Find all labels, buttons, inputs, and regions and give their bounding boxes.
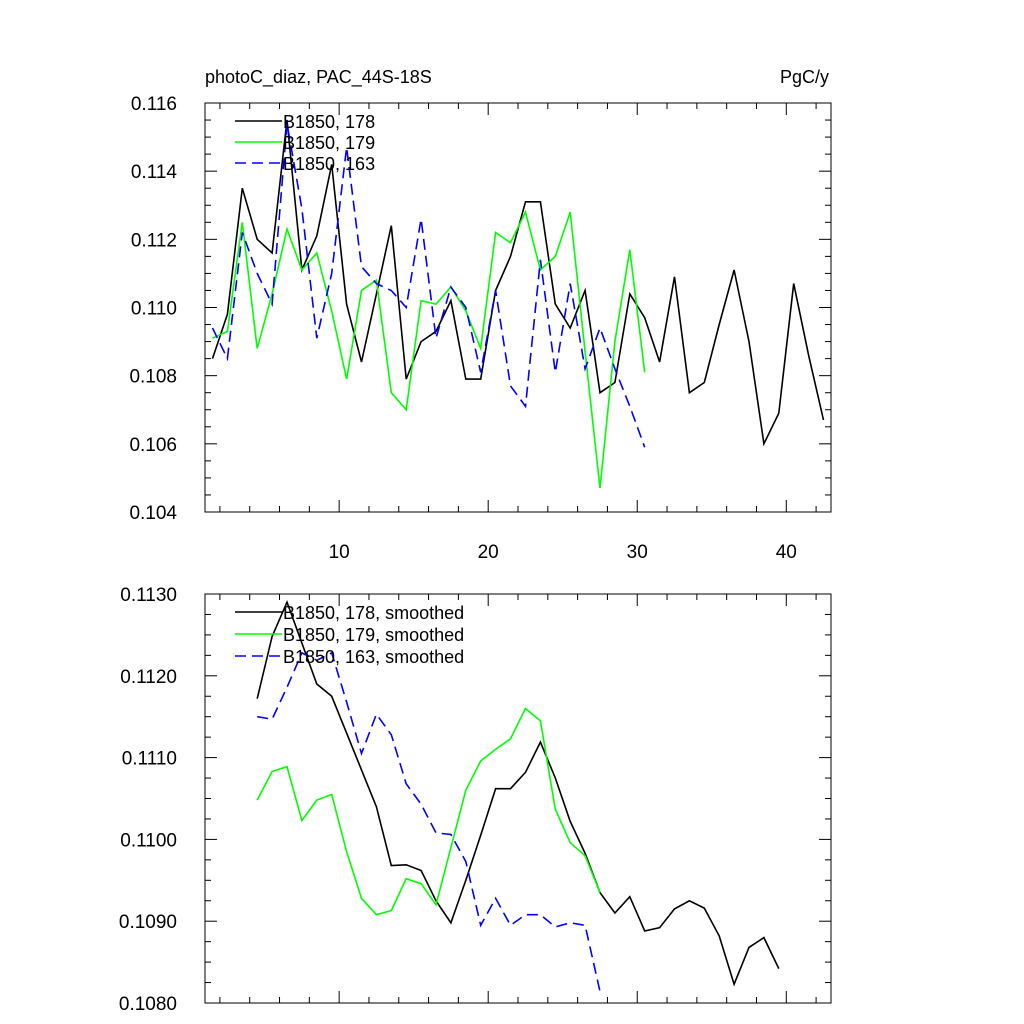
- x-tick-label: 20: [478, 542, 499, 563]
- series-line-2: [256, 707, 601, 916]
- y-tick-label: 0.108: [129, 367, 177, 388]
- y-tick-label: 0.112: [131, 230, 177, 251]
- series-line-2: [212, 209, 646, 489]
- y-tick-label: 0.1100: [120, 830, 177, 851]
- legend-label: B1850, 178: [283, 112, 375, 132]
- legend-label: B1850, 178, smoothed: [283, 603, 464, 623]
- series-line-3: [257, 651, 601, 992]
- x-tick-label: 30: [627, 542, 648, 563]
- y-tick-label: 0.1130: [120, 585, 177, 606]
- legend-label: B1850, 163, smoothed: [283, 647, 464, 667]
- series-line-1: [256, 600, 780, 987]
- chart-title: photoC_diaz, PAC_44S-18S: [205, 67, 432, 88]
- y-tick-label: 0.114: [131, 162, 178, 183]
- y-tick-label: 0.1110: [122, 749, 177, 770]
- y-tick-label: 0.116: [131, 94, 177, 115]
- y-tick-label: 0.1090: [119, 912, 177, 933]
- y-tick-label: 0.106: [129, 435, 177, 456]
- legend-label: B1850, 179: [283, 133, 375, 153]
- legend-label: B1850, 163: [283, 154, 375, 174]
- x-tick-label: 40: [776, 542, 797, 563]
- y-tick-label: 0.1120: [120, 667, 177, 688]
- y-tick-label: 0.104: [129, 503, 177, 524]
- y-tick-label: 0.1080: [119, 994, 177, 1015]
- x-tick-label: 10: [329, 542, 350, 563]
- legend-label: B1850, 179, smoothed: [283, 625, 464, 645]
- y-tick-label: 0.110: [131, 299, 177, 320]
- chart-panel-2: 0.1080 0.1090 0.1100 0.1110 0.1120 0.1130 B185…: [119, 585, 832, 1015]
- series-line-3: [211, 123, 646, 448]
- chart-panel-1: 0.104 0.106 0.108 0.110 0.112 0.114 0.116 10 20 3…: [129, 67, 832, 563]
- units-label: PgC/y: [780, 67, 829, 87]
